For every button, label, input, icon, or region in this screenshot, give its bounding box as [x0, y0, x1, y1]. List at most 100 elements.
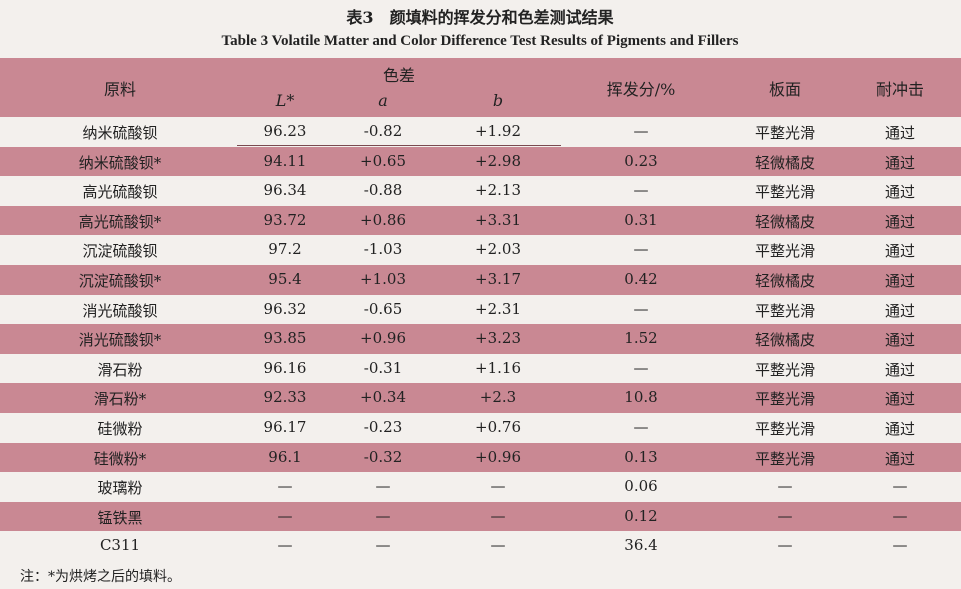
table-cell: 通过 [884, 124, 916, 142]
header-cell: 板面 [768, 80, 802, 99]
table-cell: -0.88 [363, 181, 403, 200]
table-cell: +0.86 [360, 210, 406, 229]
header-cell: L* [275, 91, 295, 110]
table-cell: 0.23 [624, 151, 658, 170]
table-cell: +0.76 [475, 418, 521, 436]
table-cell: 0.31 [624, 210, 658, 229]
table-cell: 锰铁黑 [97, 508, 143, 527]
table-row: 纳米硫酸钡 96.23 -0.82 +1.92 — 平整光滑 通过 [0, 117, 961, 147]
table-cell: +3.17 [475, 270, 521, 288]
table-cell: +0.34 [360, 388, 406, 407]
table-cell: 平整光滑 [754, 390, 816, 409]
table-cell: 10.8 [624, 388, 658, 407]
table-cell: — [892, 506, 908, 525]
table-cell: 97.2 [268, 240, 302, 259]
header-cell: 色差 [382, 66, 416, 85]
table-cell: 0.06 [624, 477, 658, 496]
table-cell: 硅微粉* [93, 449, 147, 468]
table-cell: 平整光滑 [754, 124, 816, 142]
table-cell: C311 [99, 536, 141, 555]
table-cell: 通过 [884, 212, 916, 231]
table-cell: 高光硫酸钡* [78, 212, 162, 231]
table-cell: — [633, 240, 649, 259]
table-cell: 平整光滑 [754, 449, 816, 468]
table-cell: +0.65 [360, 151, 406, 170]
title-cn: 表3 颜填料的挥发分和色差测试结果 [346, 8, 614, 27]
table-row: 滑石粉 96.16 -0.31 +1.16 — 平整光滑 通过 [0, 354, 961, 384]
table-cell: +2.03 [475, 240, 521, 259]
table-cell: 1.52 [624, 329, 658, 348]
table-cell: 消光硫酸钡* [78, 331, 162, 350]
table-row: 玻璃粉 — — — 0.06 — — [0, 472, 961, 502]
table-cell: 92.33 [263, 388, 307, 407]
table-cell: 轻微橘皮 [754, 153, 816, 172]
table-cell: — [490, 477, 506, 496]
table-cell: — [633, 418, 649, 436]
table-row: 消光硫酸钡* 93.85 +0.96 +3.23 1.52 轻微橘皮 通过 [0, 324, 961, 354]
table-header: 原料 色差 L* a b 挥发分/% 板面 耐冲击 [0, 58, 961, 146]
table-cell: — [633, 358, 649, 377]
table-cell: 平整光滑 [754, 183, 816, 202]
table-row: 消光硫酸钡 96.32 -0.65 +2.31 — 平整光滑 通过 [0, 295, 961, 325]
table-cell: — [277, 477, 293, 496]
table-cell: — [375, 536, 391, 555]
table-cell: 96.1 [268, 447, 302, 466]
table-cell: +1.03 [360, 270, 406, 288]
header-cell: 耐冲击 [875, 80, 925, 99]
table-cell: — [777, 477, 793, 496]
table-cell: +1.16 [475, 358, 521, 377]
table-cell: — [490, 506, 506, 525]
table-cell: 0.42 [624, 270, 658, 288]
table-cell: 0.13 [624, 447, 658, 466]
table-cell: 硅微粉 [97, 420, 143, 438]
note: 注：*为烘烤之后的填料。 [20, 569, 181, 585]
table-cell: 消光硫酸钡 [82, 301, 158, 320]
table-cell: — [777, 506, 793, 525]
table-row: 沉淀硫酸钡 97.2 -1.03 +2.03 — 平整光滑 通过 [0, 235, 961, 265]
table-cell: — [375, 506, 391, 525]
table-cell: 通过 [884, 272, 916, 290]
table-cell: 轻微橘皮 [754, 212, 816, 231]
table-cell: 93.72 [263, 210, 307, 229]
table-cell: — [633, 181, 649, 200]
table-cell: 轻微橘皮 [754, 272, 816, 290]
table-cell: -0.32 [363, 447, 403, 466]
table-cell: 96.34 [263, 181, 307, 200]
table-row: 硅微粉 96.17 -0.23 +0.76 — 平整光滑 通过 [0, 413, 961, 443]
table-cell: -0.31 [363, 358, 403, 377]
table-cell: -0.82 [363, 122, 403, 140]
table-cell: 平整光滑 [754, 420, 816, 438]
table-row: 锰铁黑 — — — 0.12 — — [0, 501, 961, 532]
table-cell: 通过 [884, 360, 916, 379]
table-cell: 沉淀硫酸钡* [78, 272, 162, 290]
header-cell: 原料 [103, 80, 137, 99]
table-cell: 玻璃粉 [97, 479, 143, 498]
table-row: 滑石粉* 92.33 +0.34 +2.3 10.8 平整光滑 通过 [0, 383, 961, 413]
table-row: 纳米硫酸钡* 94.11 +0.65 +2.98 0.23 轻微橘皮 通过 [0, 146, 961, 177]
table-cell: 96.16 [263, 358, 307, 377]
table-cell: 36.4 [624, 536, 658, 555]
table-cell: -0.65 [363, 299, 403, 318]
table-cell: +3.23 [475, 329, 521, 348]
table-cell: — [277, 506, 293, 525]
table-cell: 通过 [884, 331, 916, 350]
table-cell: +0.96 [475, 447, 521, 466]
table-cell: 96.32 [263, 299, 307, 318]
table-cell: — [777, 536, 793, 555]
header-cell: b [492, 91, 504, 110]
table-cell: 0.12 [624, 506, 658, 525]
header-cell: a [378, 91, 388, 110]
table-cell: — [892, 477, 908, 496]
table-cell: 95.4 [268, 270, 302, 288]
table-cell: 轻微橘皮 [754, 331, 816, 350]
table-cell: 纳米硫酸钡 [82, 124, 158, 142]
table-cell: 滑石粉 [97, 360, 143, 379]
table-cell: 纳米硫酸钡* [78, 153, 162, 172]
table-cell: 通过 [884, 390, 916, 409]
title-en: Table 3 Volatile Matter and Color Differ… [221, 33, 739, 49]
table-row: 硅微粉* 96.1 -0.32 +0.96 0.13 平整光滑 通过 [0, 442, 961, 473]
table-cell: 96.17 [263, 418, 307, 436]
table-cell: 93.85 [263, 329, 307, 348]
table-cell: 平整光滑 [754, 360, 816, 379]
